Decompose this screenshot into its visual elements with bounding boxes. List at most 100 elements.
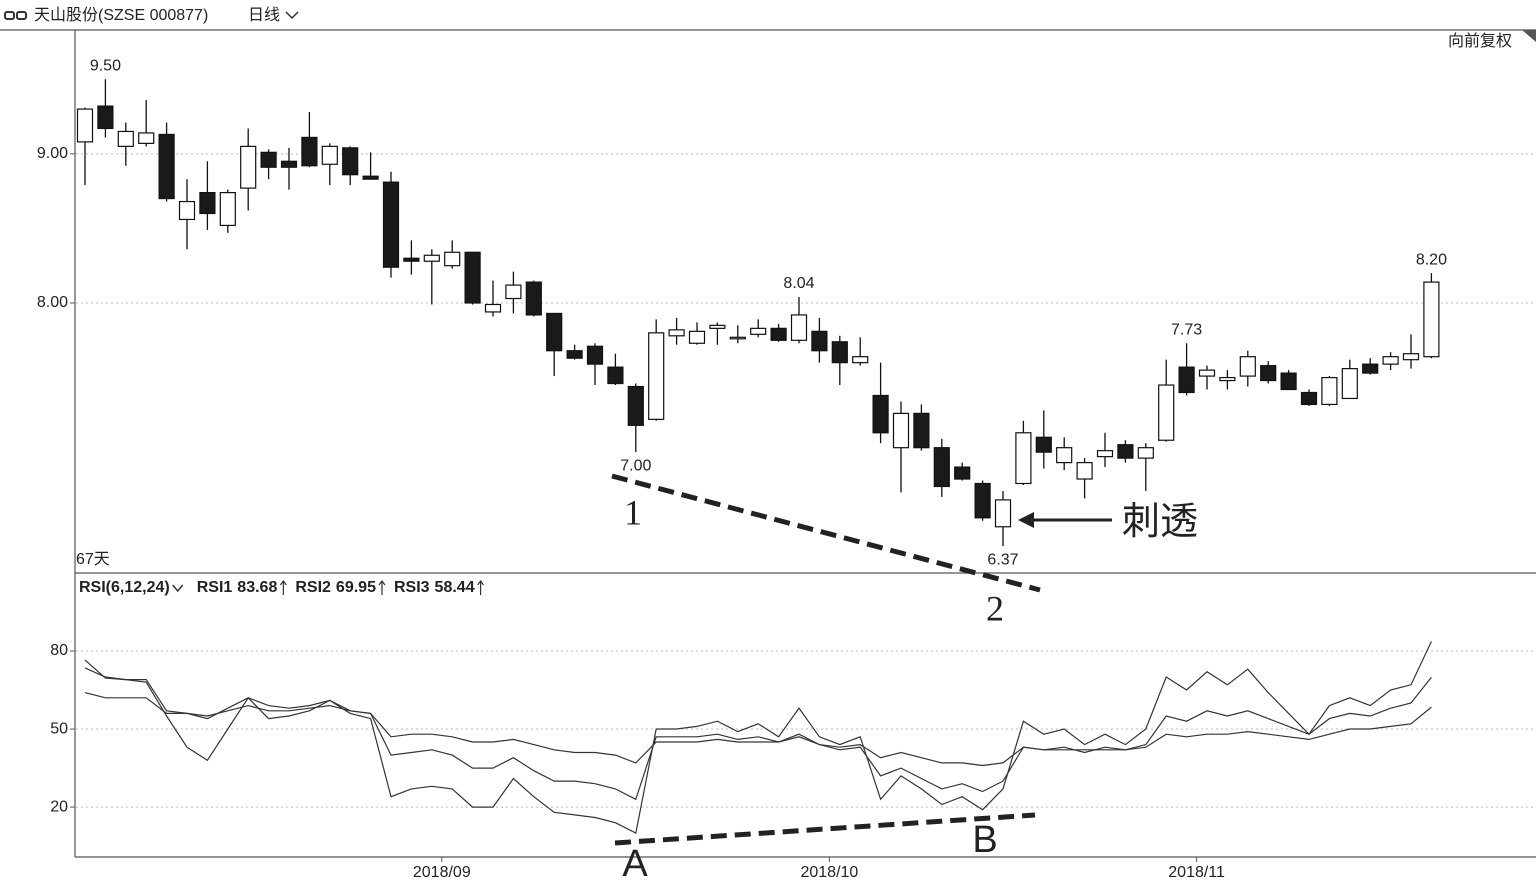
- candle-body: [1137, 447, 1154, 459]
- candle-body: [1015, 432, 1032, 485]
- candle-body: [688, 330, 706, 344]
- candle-body: [444, 251, 461, 267]
- x-tick-label: 2018/09: [413, 864, 471, 881]
- day-count: 67天: [76, 551, 110, 568]
- candle-body: [1076, 462, 1093, 480]
- candle-body: [1402, 353, 1420, 361]
- candle-body: [974, 482, 991, 519]
- y-tick-label: 50: [50, 720, 68, 737]
- candle-body: [76, 108, 94, 143]
- price-trendline: [611, 473, 1041, 593]
- candle-body: [1362, 363, 1379, 374]
- y-tick-label: 8.00: [37, 294, 68, 311]
- link-icon: [4, 11, 27, 20]
- low-label: 6.37: [987, 551, 1018, 568]
- candle-body: [1035, 436, 1052, 453]
- candle-body: [607, 366, 624, 385]
- y-tick-label: 80: [50, 642, 68, 659]
- period-chevron[interactable]: [285, 11, 299, 20]
- legend-arrow: [279, 580, 287, 595]
- candle-body: [1219, 376, 1236, 382]
- rsi-line: [84, 692, 1432, 767]
- candle-body: [97, 105, 114, 130]
- annotation: B: [972, 819, 997, 861]
- candle-body: [1178, 366, 1195, 394]
- y-tick-label: 9.00: [37, 145, 68, 162]
- candle-body: [546, 312, 563, 352]
- high-label: 9.50: [90, 57, 121, 74]
- candle-body: [158, 133, 175, 200]
- candle-body: [423, 254, 440, 262]
- stock-title[interactable]: 天山股份(SZSE 000877): [34, 6, 208, 24]
- candle-body: [1158, 384, 1175, 441]
- candle-body: [729, 336, 746, 340]
- x-tick-label: 2018/11: [1168, 864, 1225, 881]
- corner-marker: [1522, 30, 1536, 42]
- candle-body: [994, 499, 1012, 528]
- candle-body: [872, 394, 889, 434]
- candle-body: [403, 257, 420, 262]
- candle-body: [260, 151, 277, 168]
- candle-body: [750, 327, 767, 335]
- legend-value: 69.95: [336, 579, 376, 596]
- candle-body: [464, 251, 481, 304]
- candle-body: [117, 130, 134, 147]
- candle-body: [321, 145, 338, 165]
- y-tick-label: 20: [50, 798, 68, 815]
- legend-name: RSI3: [394, 579, 430, 596]
- legend-arrow: [477, 580, 485, 595]
- candle-body: [954, 466, 971, 480]
- legend-name: RSI1: [197, 579, 233, 596]
- candle-body: [1260, 365, 1277, 382]
- high-label: 8.04: [783, 275, 814, 292]
- candle-body: [1300, 391, 1318, 406]
- candle-body: [790, 314, 808, 341]
- legend-value: 58.44: [435, 579, 475, 596]
- candle-body: [240, 145, 257, 189]
- candle-body: [913, 412, 930, 449]
- adjust-label[interactable]: 向前复权: [1448, 32, 1512, 50]
- candle-body: [219, 192, 236, 227]
- legend-arrow: [378, 580, 386, 595]
- rsi-line: [84, 667, 1432, 801]
- rsi-trendline: [614, 812, 1036, 846]
- candle-body: [648, 332, 665, 420]
- candle-body: [770, 327, 787, 341]
- candle-body: [1117, 444, 1134, 459]
- candle-body: [1198, 369, 1216, 377]
- candle-body: [1423, 281, 1440, 358]
- candle-body: [525, 281, 542, 316]
- candle-body: [1280, 372, 1297, 391]
- candle-body: [1382, 356, 1399, 365]
- legend-value: 83.68: [237, 579, 277, 596]
- candle-body: [627, 385, 644, 426]
- candle-body: [1096, 450, 1114, 458]
- candle-body: [301, 136, 318, 167]
- indicator-chevron[interactable]: [172, 584, 184, 593]
- high-label: 7.73: [1171, 321, 1202, 338]
- candle-body: [505, 284, 522, 300]
- candle-body: [362, 175, 379, 180]
- candle-body: [382, 181, 400, 268]
- candle-body: [892, 412, 910, 449]
- annotation: 刺透: [1122, 501, 1198, 543]
- annotation: A: [622, 843, 648, 885]
- candle-body: [566, 350, 583, 359]
- candle-body: [342, 147, 359, 176]
- candle-body: [138, 132, 155, 144]
- candle-body: [280, 160, 298, 168]
- candle-body: [1341, 368, 1358, 400]
- period-selector[interactable]: 日线: [248, 6, 280, 24]
- candle-body: [484, 303, 502, 313]
- candle-body: [852, 356, 869, 364]
- candle-body: [1239, 356, 1256, 377]
- low-label: 7.00: [620, 457, 651, 474]
- candle-body: [933, 447, 950, 488]
- candle-body: [811, 330, 828, 352]
- candle-body: [178, 200, 196, 221]
- rsi-line: [84, 641, 1432, 834]
- annotation: 1: [624, 492, 642, 532]
- candle-body: [1056, 447, 1073, 464]
